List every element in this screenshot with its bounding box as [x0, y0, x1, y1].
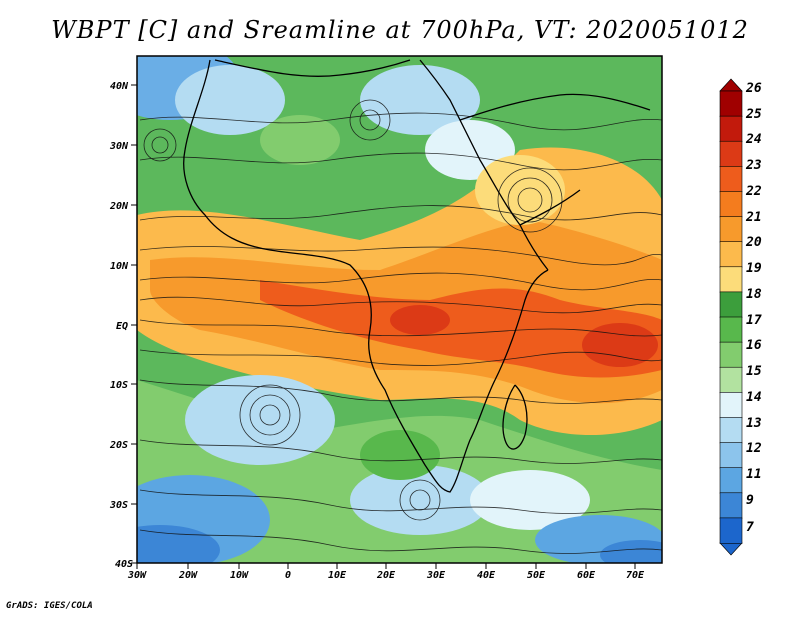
lon-label: 70E — [626, 570, 645, 581]
colorbar-swatch — [719, 90, 743, 117]
coastlines — [183, 59, 651, 493]
colorbar-swatch — [719, 341, 743, 369]
colorbar-label: 25 — [745, 107, 762, 122]
colorbar-swatch — [719, 191, 743, 218]
lon-label: 40E — [477, 570, 496, 581]
colorbar-swatch — [719, 442, 743, 469]
colorbar-label: 21 — [745, 210, 762, 225]
lon-label: 20W — [178, 570, 198, 581]
colorbar-label: 11 — [746, 467, 762, 482]
colorbar-label: 19 — [746, 261, 762, 276]
colorbar-swatch — [719, 216, 743, 243]
lat-label: 30S — [109, 500, 128, 511]
colorbar-swatch — [719, 115, 743, 143]
colorbar-label: 7 — [746, 520, 754, 535]
lon-label: 10E — [328, 570, 347, 581]
lon-label: 60E — [577, 570, 596, 581]
lat-label: 40S — [115, 559, 133, 570]
lon-label: 0 — [285, 570, 291, 581]
colorbar-label: 26 — [745, 81, 762, 96]
lat-label: 40N — [110, 81, 129, 92]
colorbar-label: 24 — [745, 132, 762, 147]
colorbar-label: 13 — [746, 416, 762, 431]
colorbar-swatch — [719, 392, 743, 419]
colorbar-label: 17 — [746, 313, 762, 328]
lon-label: 50E — [527, 570, 546, 581]
credit-text: GrADS: IGES/COLA — [6, 601, 93, 611]
colorbar-swatch — [719, 417, 743, 444]
colorbar-swatch — [719, 140, 743, 168]
colorbar-swatch — [719, 291, 743, 318]
colorbar-swatch — [719, 266, 743, 293]
lon-label: 10W — [230, 570, 249, 581]
colorbar-label: 12 — [746, 441, 762, 456]
colorbar-label: 9 — [746, 493, 754, 508]
lon-label: 30E — [426, 570, 446, 581]
colorbar-top-arrow — [719, 78, 743, 92]
colorbar-label: 22 — [745, 184, 762, 199]
lon-label: 20E — [376, 570, 396, 581]
colorbar-label: 14 — [746, 390, 762, 405]
colorbar-bottom-arrow — [719, 542, 743, 556]
lat-label: 10S — [110, 380, 128, 391]
colorbar-label: 18 — [746, 287, 762, 302]
colorbar-label: 20 — [745, 235, 762, 250]
lon-label: 30W — [127, 570, 147, 581]
colorbar-swatch — [719, 166, 743, 193]
colorbar-swatch — [719, 366, 743, 394]
colorbar-label: 15 — [746, 364, 762, 379]
map-frame — [136, 55, 663, 564]
colorbar-swatch — [719, 517, 743, 544]
colorbar-label: 23 — [745, 158, 762, 173]
colorbar-swatch — [719, 467, 743, 494]
colorbar-swatch — [719, 241, 743, 268]
lat-label: 30N — [109, 141, 129, 152]
lat-label: 10N — [110, 261, 129, 272]
colorbar-swatch — [719, 316, 743, 343]
colorbar-label: 16 — [746, 338, 762, 353]
streamlines — [139, 99, 662, 554]
colorbar — [719, 78, 743, 556]
colorbar-swatch — [719, 492, 743, 519]
lat-label: 20S — [109, 440, 128, 451]
lat-label: EQ — [116, 321, 128, 332]
lat-label: 20N — [109, 201, 129, 212]
chart-title: WBPT [C] and Sreamline at 700hPa, VT: 20… — [51, 16, 749, 44]
